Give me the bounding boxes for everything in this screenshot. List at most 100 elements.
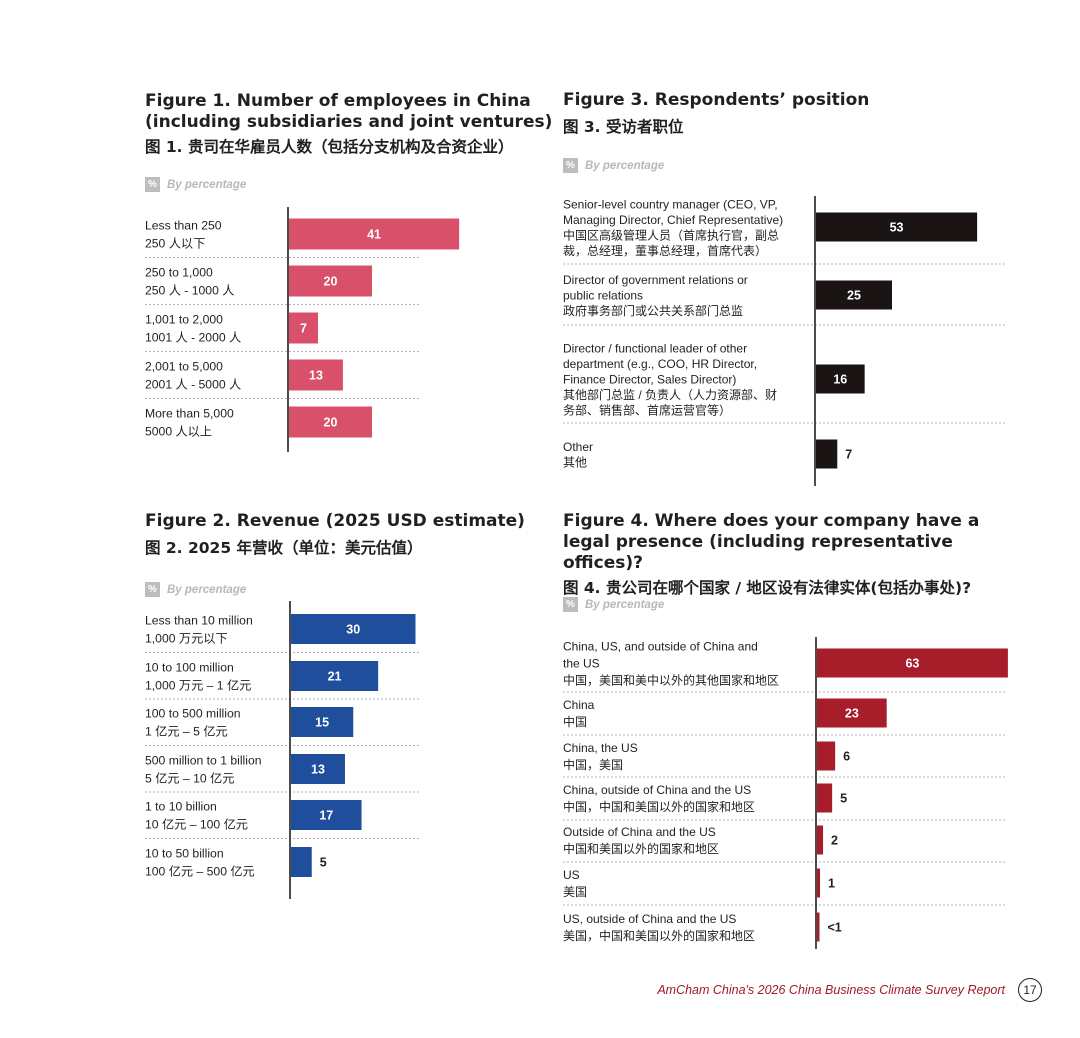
data-label: 5 [840,792,847,806]
category-label: 中国区高级管理人员（首席执行官，副总 [563,227,779,242]
figure-1-header: Figure 1. Number of employees in China (… [145,91,565,158]
category-label: 1 亿元 – 5 亿元 [145,724,228,739]
data-label: 25 [847,289,861,303]
category-label: 10 亿元 – 100 亿元 [145,817,248,832]
category-label: US [563,868,580,882]
data-label: 13 [309,369,323,383]
category-label: 1,000 万元以下 [145,632,228,646]
bar [289,218,460,250]
category-label: 中国和美国以外的国家和地区 [563,841,719,856]
bar [289,265,372,297]
bar [289,406,372,438]
category-label: 500 million to 1 billion [145,754,262,768]
figure-3-title-cn: 图 3. 受访者职位 [563,118,684,136]
bar [816,364,865,394]
figure-4-title: Figure 4. Where does your company have a… [563,511,980,573]
bar [817,912,820,942]
category-label: 其他部门总监 / 负责人（人力资源部、财 [563,387,777,402]
category-label: public relations [563,289,643,303]
figure-2-header: Figure 2. Revenue (2025 USD estimate) 图 … [145,511,565,559]
bar [817,648,1008,678]
bar [291,661,379,691]
data-label: <1 [828,921,842,935]
figure-4-unit-note: % By percentage [563,597,664,612]
bar [817,825,824,855]
category-label: 5000 人以上 [145,425,212,439]
bar [291,614,416,644]
category-label: 1001 人 - 2000 人 [145,331,241,345]
figure-3-header: Figure 3. Respondents’ position 图 3. 受访者… [563,90,1003,138]
category-label: China, US, and outside of China and [563,640,758,654]
category-label: Less than 10 million [145,614,253,628]
figure-4-title-cn: 图 4. 贵公司在哪个国家 / 地区设有法律实体(包括办事处)? [563,579,972,597]
data-label: 23 [845,707,859,721]
data-label: 5 [320,856,327,870]
category-label: Director of government relations or [563,273,748,287]
category-label: 中国，中国和美国以外的国家和地区 [563,799,755,814]
data-label: 21 [328,670,342,684]
figure-3-unit-note: % By percentage [563,158,664,173]
category-label: 2,001 to 5,000 [145,360,223,374]
category-label: 100 亿元 – 500 亿元 [145,864,255,879]
data-label: 30 [346,623,360,637]
category-label: 中国，美国 [563,757,623,772]
figure-1-title-cn: 图 1. 贵司在华雇员人数（包括分支机构及合资企业） [145,138,514,156]
data-label: 17 [319,809,333,823]
data-label: 13 [311,763,325,777]
category-label: 中国，美国和美中以外的其他国家和地区 [563,673,779,688]
category-label: 中国 [563,714,587,729]
category-label: 其他 [563,455,587,469]
page-number: 17 [1018,978,1042,1002]
data-label: 7 [845,448,852,462]
category-label: Senior-level country manager (CEO, VP, [563,197,778,211]
figure-2-title: Figure 2. Revenue (2025 USD estimate) [145,511,525,531]
percent-icon: % [563,597,578,612]
data-label: 7 [300,322,307,336]
figure-3-title: Figure 3. Respondents’ position [563,90,870,110]
category-label: 美国，中国和美国以外的国家和地区 [563,928,755,943]
category-label: US, outside of China and the US [563,912,736,926]
figure-1-title: Figure 1. Number of employees in China (… [145,91,553,132]
data-label: 63 [905,657,919,671]
figure-4-header: Figure 4. Where does your company have a… [563,511,1013,599]
bar [291,847,312,877]
category-label: Finance Director, Sales Director) [563,373,736,387]
category-label: China, outside of China and the US [563,783,751,797]
category-label: More than 5,000 [145,407,234,421]
category-label: China, the US [563,741,638,755]
category-label: 5 亿元 – 10 亿元 [145,771,234,786]
figure-2-unit-note: % By percentage [145,582,246,597]
category-label: 2001 人 - 5000 人 [145,378,241,392]
data-label: 53 [890,221,904,235]
category-label: Other [563,440,593,454]
category-label: 250 人以下 [145,237,205,251]
bar [291,707,354,737]
data-label: 16 [833,373,847,387]
data-label: 20 [324,275,338,289]
category-label: 务部、销售部、首席运营官等） [563,403,731,418]
data-label: 2 [831,834,838,848]
bar [817,698,887,728]
bar [817,741,836,771]
category-label: 1,001 to 2,000 [145,313,223,327]
data-label: 20 [324,416,338,430]
category-label: the US [563,657,600,671]
bar [816,439,838,469]
category-label: 10 to 100 million [145,661,234,675]
bar [816,212,978,242]
bar [289,359,343,391]
bar [817,783,833,813]
percent-icon: % [563,158,578,173]
percent-icon: % [145,582,160,597]
category-label: 250 人 - 1000 人 [145,284,234,298]
bar [816,280,892,310]
bar [291,754,345,784]
bar [817,868,821,898]
data-label: 15 [315,716,329,730]
category-label: Managing Director, Chief Representative) [563,213,783,227]
bar [291,800,362,830]
data-label: 6 [843,750,850,764]
category-label: Outside of China and the US [563,825,716,839]
category-label: 250 to 1,000 [145,266,213,280]
figure-2-title-cn: 图 2. 2025 年营收（单位：美元估值） [145,539,423,557]
